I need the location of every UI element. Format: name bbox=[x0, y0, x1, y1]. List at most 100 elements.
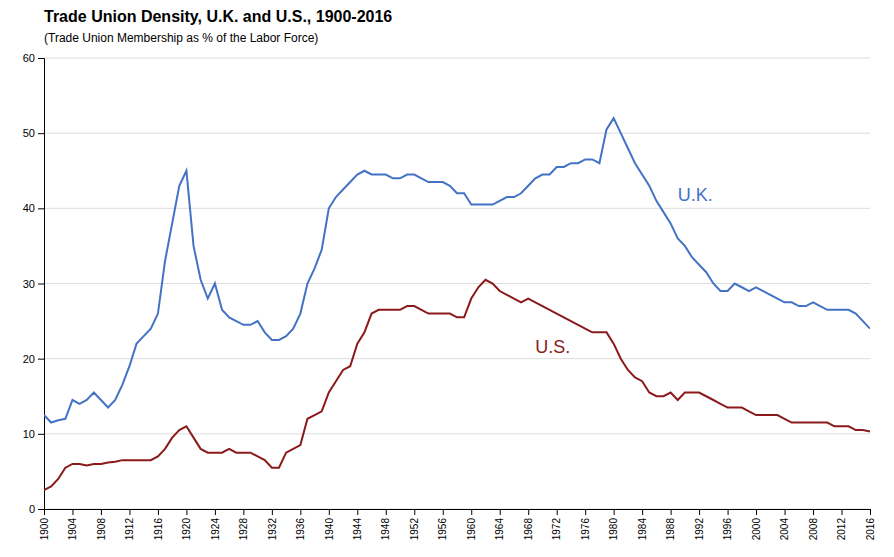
x-tick: 2008 bbox=[808, 509, 819, 540]
x-tick: 2004 bbox=[779, 509, 790, 540]
x-tick-label: 1912 bbox=[124, 518, 135, 541]
x-tick-mark bbox=[614, 509, 615, 515]
x-tick: 2012 bbox=[836, 509, 847, 540]
x-tick-mark bbox=[471, 509, 472, 515]
x-tick: 1912 bbox=[124, 509, 135, 540]
x-tick: 1992 bbox=[694, 509, 705, 540]
y-tick: 60 bbox=[23, 52, 44, 64]
x-tick-label: 1944 bbox=[352, 518, 363, 541]
x-tick: 1968 bbox=[523, 509, 534, 540]
x-tick-label: 1972 bbox=[551, 518, 562, 541]
x-tick: 1960 bbox=[466, 509, 477, 540]
x-tick-mark bbox=[813, 509, 814, 515]
x-tick: 2000 bbox=[751, 509, 762, 540]
y-tick: 10 bbox=[23, 428, 44, 440]
x-tick-label: 1904 bbox=[67, 518, 78, 541]
x-tick: 1972 bbox=[551, 509, 562, 540]
x-tick-label: 1924 bbox=[210, 518, 221, 541]
y-tick-label: 60 bbox=[23, 52, 35, 64]
x-tick-label: 1988 bbox=[665, 518, 676, 541]
x-tick-mark bbox=[329, 509, 330, 515]
y-tick-label: 50 bbox=[23, 127, 35, 139]
x-tick-label: 1992 bbox=[694, 518, 705, 541]
x-tick: 1984 bbox=[637, 509, 648, 540]
x-tick-mark bbox=[699, 509, 700, 515]
x-tick-mark bbox=[842, 509, 843, 515]
x-tick: 1996 bbox=[722, 509, 733, 540]
x-tick-label: 1940 bbox=[324, 518, 335, 541]
y-tick: 50 bbox=[23, 127, 44, 139]
y-tick-mark bbox=[38, 58, 44, 59]
x-tick-mark bbox=[300, 509, 301, 515]
y-tick-mark bbox=[38, 208, 44, 209]
x-tick-label: 1952 bbox=[409, 518, 420, 541]
x-tick-label: 1968 bbox=[523, 518, 534, 541]
y-axis: 0102030405060 bbox=[23, 52, 45, 515]
x-tick-mark bbox=[243, 509, 244, 515]
x-tick-mark bbox=[756, 509, 757, 515]
y-tick-mark bbox=[38, 284, 44, 285]
x-tick-mark bbox=[671, 509, 672, 515]
x-tick-mark bbox=[870, 509, 871, 515]
x-tick: 1952 bbox=[409, 509, 420, 540]
grid-line bbox=[44, 283, 870, 284]
x-tick-label: 1932 bbox=[267, 518, 278, 541]
y-tick-label: 0 bbox=[29, 503, 35, 515]
x-tick: 1964 bbox=[494, 509, 505, 540]
subtitle: (Trade Union Membership as % of the Labo… bbox=[44, 31, 318, 45]
x-tick-label: 1984 bbox=[637, 518, 648, 541]
x-axis-line bbox=[45, 510, 871, 516]
x-tick: 2016 bbox=[865, 509, 876, 540]
x-tick-mark bbox=[186, 509, 187, 515]
x-tick-label: 1960 bbox=[466, 518, 477, 541]
chart: Trade Union Density, U.K. and U.S., 1900… bbox=[0, 0, 894, 557]
y-tick-mark bbox=[38, 133, 44, 134]
grid-line bbox=[44, 58, 870, 59]
x-tick-mark bbox=[500, 509, 501, 515]
x-tick-label: 1948 bbox=[380, 518, 391, 541]
y-tick-mark bbox=[38, 434, 44, 435]
x-tick-label: 1964 bbox=[494, 518, 505, 541]
series-labels: U.K.U.S. bbox=[535, 185, 712, 357]
x-tick-mark bbox=[414, 509, 415, 515]
x-tick: 1916 bbox=[153, 509, 164, 540]
y-tick-label: 30 bbox=[23, 278, 35, 290]
y-tick: 30 bbox=[23, 278, 44, 290]
y-tick-label: 40 bbox=[23, 202, 35, 214]
x-tick-mark bbox=[272, 509, 273, 515]
x-tick-label: 1976 bbox=[580, 518, 591, 541]
grid-line bbox=[44, 433, 870, 434]
x-tick-label: 2012 bbox=[836, 518, 847, 541]
x-axis: 1900 1904 1908 1912 1916 1920 1924 1928 1932 1936… bbox=[39, 509, 876, 540]
y-tick: 40 bbox=[23, 202, 44, 214]
x-tick-label: 1936 bbox=[295, 518, 306, 541]
x-tick: 1904 bbox=[67, 509, 78, 540]
x-tick-label: 1916 bbox=[153, 518, 164, 541]
x-tick-mark bbox=[101, 509, 102, 515]
x-tick-mark bbox=[642, 509, 643, 515]
x-tick: 1940 bbox=[324, 509, 335, 540]
x-tick-mark bbox=[215, 509, 216, 515]
x-tick-mark bbox=[528, 509, 529, 515]
x-tick-label: 1908 bbox=[96, 518, 107, 541]
x-tick: 1932 bbox=[267, 509, 278, 540]
x-tick-mark bbox=[585, 509, 586, 515]
x-tick-mark bbox=[443, 509, 444, 515]
series-label: U.S. bbox=[535, 337, 570, 357]
y-tick-mark bbox=[38, 509, 44, 510]
x-tick: 1988 bbox=[665, 509, 676, 540]
y-axis-line bbox=[38, 59, 45, 510]
lines bbox=[44, 118, 870, 490]
x-tick-label: 2016 bbox=[865, 518, 876, 541]
x-tick-label: 1956 bbox=[437, 518, 448, 541]
x-tick-label: 1980 bbox=[608, 518, 619, 541]
y-tick: 0 bbox=[29, 503, 44, 515]
x-tick: 1920 bbox=[181, 509, 192, 540]
y-tick-mark bbox=[38, 359, 44, 360]
x-tick-label: 2008 bbox=[808, 518, 819, 541]
x-tick: 1948 bbox=[380, 509, 391, 540]
x-tick-mark bbox=[129, 509, 130, 515]
x-tick-label: 1928 bbox=[238, 518, 249, 541]
x-tick: 1944 bbox=[352, 509, 363, 540]
x-tick: 1900 bbox=[39, 509, 50, 540]
